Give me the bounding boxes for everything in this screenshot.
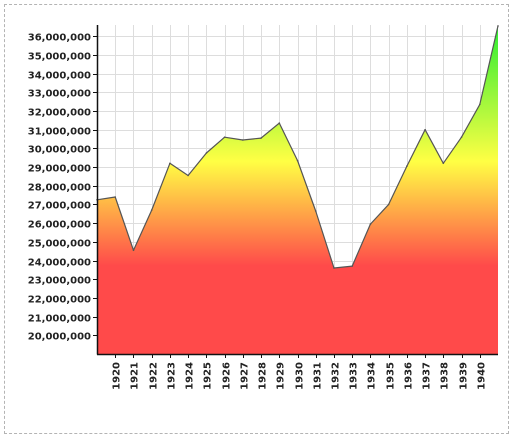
x-tick-label: 1922 bbox=[149, 362, 160, 390]
data-point bbox=[260, 137, 262, 139]
data-point bbox=[223, 136, 226, 138]
x-tick-label: 1935 bbox=[386, 362, 397, 390]
y-tick-label: 23,000,000 bbox=[28, 276, 91, 287]
x-tick-label: 1932 bbox=[331, 362, 342, 390]
data-point bbox=[369, 223, 372, 225]
data-point bbox=[169, 162, 171, 165]
x-tick-label: 1926 bbox=[222, 362, 233, 390]
y-axis-tick-labels: 20,000,000 21,000,000 22,000,000 23,000,000… bbox=[28, 33, 91, 343]
x-tick-label: 1940 bbox=[477, 362, 488, 390]
x-tick-label: 1931 bbox=[313, 362, 324, 390]
y-tick-label: 36,000,000 bbox=[28, 33, 91, 44]
data-point bbox=[406, 165, 408, 167]
x-tick-label: 1929 bbox=[276, 362, 287, 390]
x-tick-label: 1920 bbox=[112, 362, 123, 390]
x-tick-label: 1937 bbox=[422, 362, 433, 390]
data-point bbox=[242, 139, 244, 141]
x-tick-label: 1934 bbox=[367, 362, 378, 390]
y-tick-label: 31,000,000 bbox=[28, 127, 91, 138]
x-tick-label: 1930 bbox=[295, 362, 306, 390]
area-fill bbox=[97, 25, 498, 355]
y-tick-label: 27,000,000 bbox=[28, 201, 91, 212]
y-tick-label: 28,000,000 bbox=[28, 183, 91, 194]
data-point bbox=[497, 25, 499, 27]
data-point bbox=[442, 162, 445, 165]
y-tick-label: 29,000,000 bbox=[28, 164, 91, 175]
y-tick-label: 26,000,000 bbox=[28, 220, 91, 231]
data-point bbox=[132, 249, 135, 252]
y-tick-label: 25,000,000 bbox=[28, 239, 91, 250]
data-point bbox=[333, 267, 335, 269]
y-tick-label: 34,000,000 bbox=[28, 71, 91, 82]
x-tick-label: 1939 bbox=[459, 362, 470, 390]
data-point bbox=[205, 152, 208, 154]
x-axis-tick-labels: 1920 1921 1922 1923 1924 1925 1926 1927 1928 1929… bbox=[112, 362, 488, 390]
x-tick-label: 1925 bbox=[203, 362, 214, 390]
y-tick-label: 21,000,000 bbox=[28, 314, 91, 325]
axes bbox=[93, 25, 498, 358]
x-tick-label: 1928 bbox=[258, 362, 269, 390]
x-tick-label: 1933 bbox=[349, 362, 360, 390]
data-point bbox=[387, 203, 390, 206]
x-tick-label: 1924 bbox=[185, 362, 196, 390]
x-tick-label: 1921 bbox=[130, 362, 141, 390]
data-point bbox=[278, 122, 281, 124]
x-tick-label: 1936 bbox=[404, 362, 415, 390]
data-point bbox=[460, 136, 463, 138]
data-point bbox=[424, 128, 426, 131]
y-tick-label: 32,000,000 bbox=[28, 108, 91, 119]
y-tick-label: 30,000,000 bbox=[28, 145, 91, 156]
data-point bbox=[296, 159, 299, 162]
data-point bbox=[351, 265, 354, 267]
data-point bbox=[150, 209, 153, 211]
y-tick-label: 20,000,000 bbox=[28, 332, 91, 343]
y-tick-label: 35,000,000 bbox=[28, 52, 91, 63]
x-tick-label: 1927 bbox=[240, 362, 251, 390]
series-area bbox=[96, 25, 499, 355]
x-tick-label: 1938 bbox=[440, 362, 451, 390]
y-tick-label: 24,000,000 bbox=[28, 258, 91, 269]
data-point bbox=[114, 196, 116, 198]
data-point bbox=[314, 210, 317, 212]
y-tick-label: 33,000,000 bbox=[28, 89, 91, 100]
chart-frame: 20,000,000 21,000,000 22,000,000 23,000,000… bbox=[4, 4, 509, 434]
data-point bbox=[187, 174, 189, 177]
x-tick-label: 1923 bbox=[167, 362, 178, 390]
area-chart: 20,000,000 21,000,000 22,000,000 23,000,000… bbox=[28, 25, 499, 390]
data-point bbox=[479, 103, 481, 106]
y-tick-label: 22,000,000 bbox=[28, 295, 91, 306]
